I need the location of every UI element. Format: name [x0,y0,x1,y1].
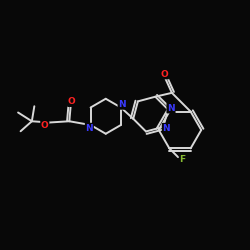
Text: N: N [162,124,170,132]
Text: N: N [118,100,126,109]
Text: O: O [68,97,76,106]
Text: O: O [41,120,49,130]
Text: N: N [86,124,93,132]
Text: O: O [160,70,168,78]
Text: F: F [180,155,186,164]
Text: N: N [167,104,175,113]
